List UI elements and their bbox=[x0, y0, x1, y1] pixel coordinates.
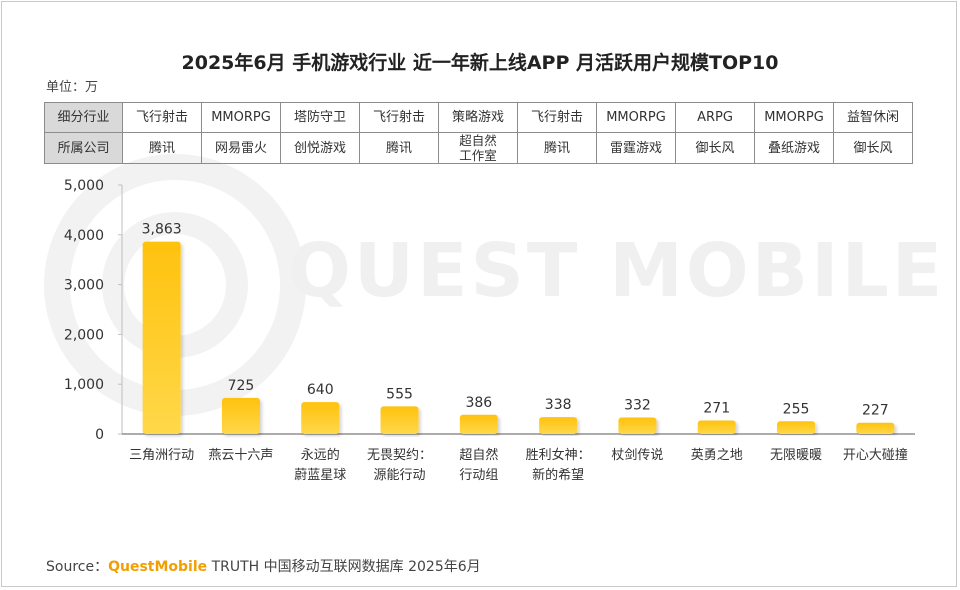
bar bbox=[142, 241, 181, 434]
company-cell: 腾讯 bbox=[517, 132, 597, 164]
bar-value-label: 271 bbox=[703, 401, 730, 417]
y-tick-label: 2,000 bbox=[64, 327, 104, 343]
source-brand: QuestMobile bbox=[108, 559, 208, 575]
bar-value-label: 3,863 bbox=[142, 222, 182, 238]
x-tick-label: 无畏契约： 源能行动 bbox=[367, 448, 433, 483]
bar bbox=[459, 414, 498, 434]
bar bbox=[380, 406, 419, 434]
y-tick-label: 0 bbox=[95, 427, 104, 443]
company-cell: 御长风 bbox=[833, 132, 913, 164]
bar bbox=[618, 417, 657, 434]
info-table: 细分行业 飞行射击 MMORPG 塔防守卫 飞行射击 策略游戏 飞行射击 MMO… bbox=[44, 102, 913, 164]
x-tick-label: 胜利女神： 新的希望 bbox=[525, 448, 591, 483]
company-row: 所属公司 腾讯 网易雷火 创悦游戏 腾讯 超自然 工作室 腾讯 雷霆游戏 御长风 … bbox=[44, 132, 913, 164]
company-cell: 超自然 工作室 bbox=[438, 132, 518, 164]
source-line: Source：QuestMobile TRUTH 中国移动互联网数据库 2025… bbox=[46, 556, 481, 576]
industry-cell: MMORPG bbox=[596, 102, 676, 133]
bar bbox=[697, 420, 736, 434]
bar-value-label: 640 bbox=[307, 382, 334, 398]
bar-value-label: 227 bbox=[862, 403, 889, 419]
x-tick-label: 英勇之地 bbox=[690, 448, 743, 463]
company-cell: 腾讯 bbox=[359, 132, 439, 164]
industry-cell: 塔防守卫 bbox=[280, 102, 360, 133]
source-prefix: Source： bbox=[46, 559, 109, 575]
x-tick-label: 杖剑传说 bbox=[611, 448, 664, 463]
industry-cell: 益智休闲 bbox=[833, 102, 913, 133]
bar-value-label: 338 bbox=[545, 397, 572, 413]
bar bbox=[856, 422, 895, 434]
y-tick-label: 5,000 bbox=[64, 178, 104, 194]
company-cell: 腾讯 bbox=[122, 132, 202, 164]
bar-value-label: 555 bbox=[386, 386, 413, 402]
x-tick-label: 开心大碰撞 bbox=[842, 448, 908, 463]
y-tick-label: 3,000 bbox=[64, 278, 104, 294]
unit-label: 单位：万 bbox=[46, 80, 99, 95]
bar bbox=[777, 421, 816, 434]
industry-cell: 策略游戏 bbox=[438, 102, 518, 133]
x-tick-label: 燕云十六声 bbox=[208, 448, 274, 463]
bar-value-label: 725 bbox=[228, 378, 255, 394]
company-cell: 创悦游戏 bbox=[280, 132, 360, 164]
bar-value-label: 255 bbox=[783, 401, 810, 417]
bar bbox=[301, 402, 340, 434]
row-header-company: 所属公司 bbox=[44, 132, 123, 164]
industry-cell: ARPG bbox=[675, 102, 755, 133]
bar bbox=[539, 417, 578, 434]
bar bbox=[221, 397, 260, 434]
watermark-text: QUEST MOBILE bbox=[288, 228, 946, 314]
company-cell: 雷霆游戏 bbox=[596, 132, 676, 164]
industry-row: 细分行业 飞行射击 MMORPG 塔防守卫 飞行射击 策略游戏 飞行射击 MMO… bbox=[44, 102, 913, 133]
y-tick-label: 1,000 bbox=[64, 377, 104, 393]
y-tick-label: 4,000 bbox=[64, 228, 104, 244]
x-tick-label: 永远的 蔚蓝星球 bbox=[294, 448, 347, 483]
chart-title: 2025年6月 手机游戏行业 近一年新上线APP 月活跃用户规模TOP10 bbox=[181, 52, 779, 74]
bar-value-label: 386 bbox=[465, 395, 492, 411]
bar-value-label: 332 bbox=[624, 397, 651, 413]
x-tick-label: 超自然 行动组 bbox=[459, 448, 499, 483]
x-tick-label: 三角洲行动 bbox=[129, 448, 195, 463]
source-suffix: TRUTH 中国移动互联网数据库 2025年6月 bbox=[207, 559, 481, 575]
x-tick-label: 无限暖暖 bbox=[770, 448, 823, 463]
industry-cell: 飞行射击 bbox=[517, 102, 597, 133]
